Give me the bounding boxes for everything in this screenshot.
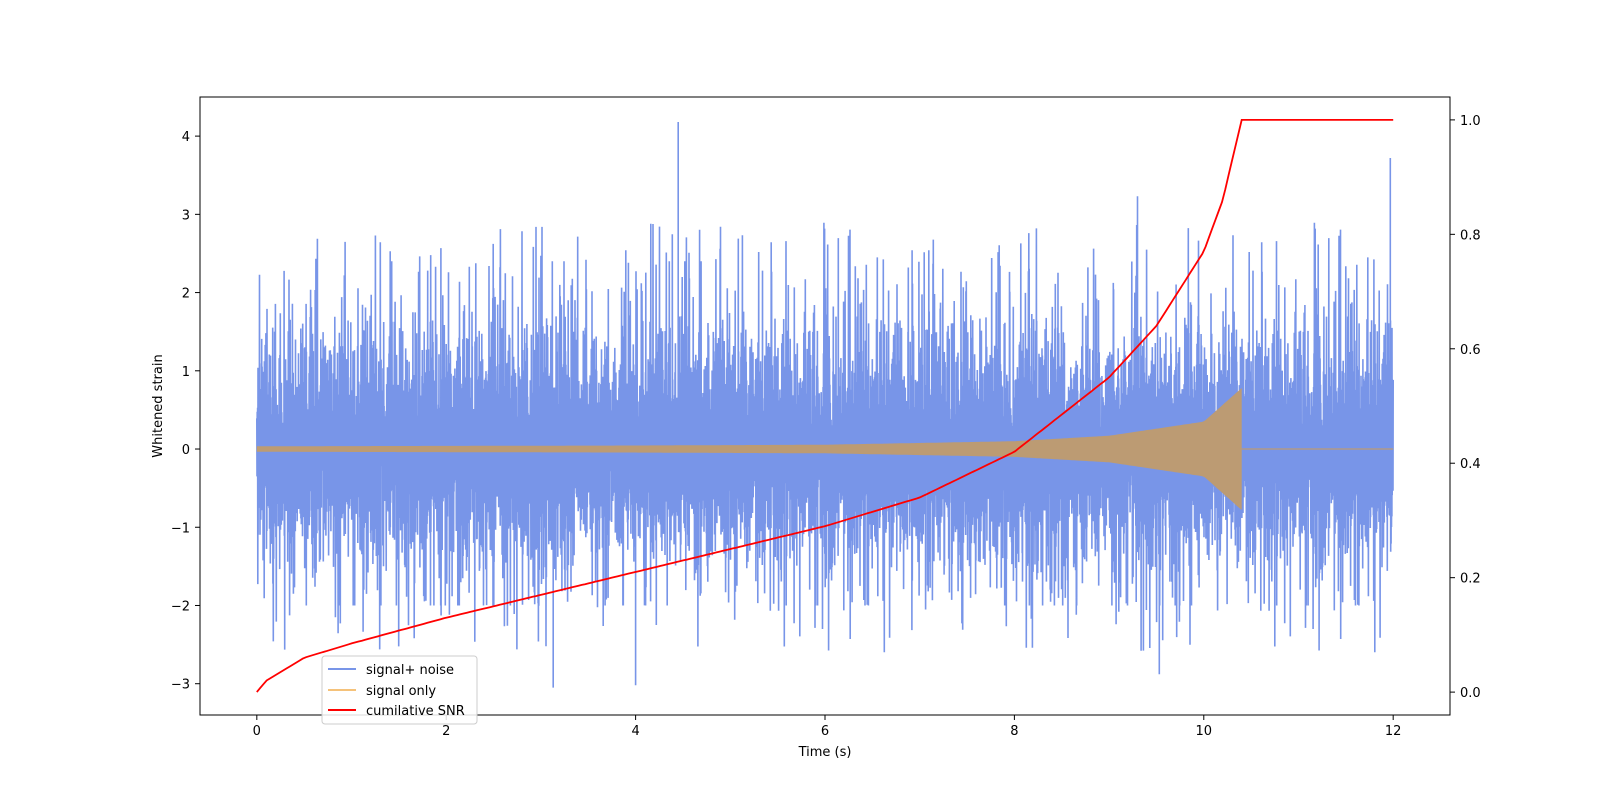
y-axis-ticks: −3 −2 −1 0 1 2 3 4 [171, 130, 200, 693]
x-tick-label: 4 [631, 724, 639, 739]
y-tick-label: 4 [182, 130, 190, 145]
y2-axis-ticks: 0.0 0.2 0.4 0.6 0.8 1.0 [1450, 114, 1481, 701]
x-tick-label: 10 [1196, 724, 1213, 739]
legend-label-signal-only: signal only [366, 684, 436, 699]
y-axis-label: Whitened strain [151, 354, 166, 457]
legend: signal+ noise signal only cumilative SNR [321, 655, 478, 725]
legend-label-signal-plus-noise: signal+ noise [366, 663, 454, 678]
y-tick-label: −3 [171, 678, 190, 693]
x-tick-label: 12 [1385, 724, 1402, 739]
y2-tick-label: 1.0 [1460, 114, 1481, 129]
legend-label-cumulative-snr: cumilative SNR [366, 704, 465, 719]
series-signal-only [256, 388, 1242, 510]
x-tick-label: 0 [253, 724, 261, 739]
y-tick-label: −2 [171, 599, 190, 614]
x-tick-label: 8 [1010, 724, 1018, 739]
y2-tick-label: 0.8 [1460, 228, 1481, 243]
x-tick-label: 6 [821, 724, 829, 739]
legend-box [321, 655, 478, 725]
series-signal-plus-noise [256, 122, 1394, 688]
y2-tick-label: 0.0 [1460, 686, 1481, 701]
x-axis-label: Time (s) [798, 745, 852, 760]
y-tick-label: 0 [182, 443, 190, 458]
y-tick-label: 2 [182, 287, 190, 302]
y2-tick-label: 0.6 [1460, 343, 1481, 358]
y-tick-label: −1 [171, 521, 190, 536]
y2-tick-label: 0.2 [1460, 572, 1481, 587]
data-layer [256, 119, 1394, 693]
series-cumulative-snr [256, 119, 1394, 693]
y2-tick-label: 0.4 [1460, 457, 1481, 472]
y-tick-label: 1 [182, 365, 190, 380]
y-tick-label: 3 [182, 208, 190, 223]
x-tick-label: 2 [442, 724, 450, 739]
